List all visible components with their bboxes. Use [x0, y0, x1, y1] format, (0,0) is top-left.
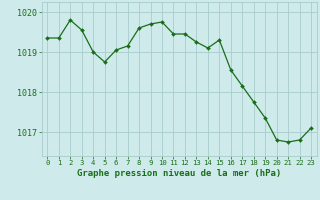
X-axis label: Graphe pression niveau de la mer (hPa): Graphe pression niveau de la mer (hPa)	[77, 169, 281, 178]
